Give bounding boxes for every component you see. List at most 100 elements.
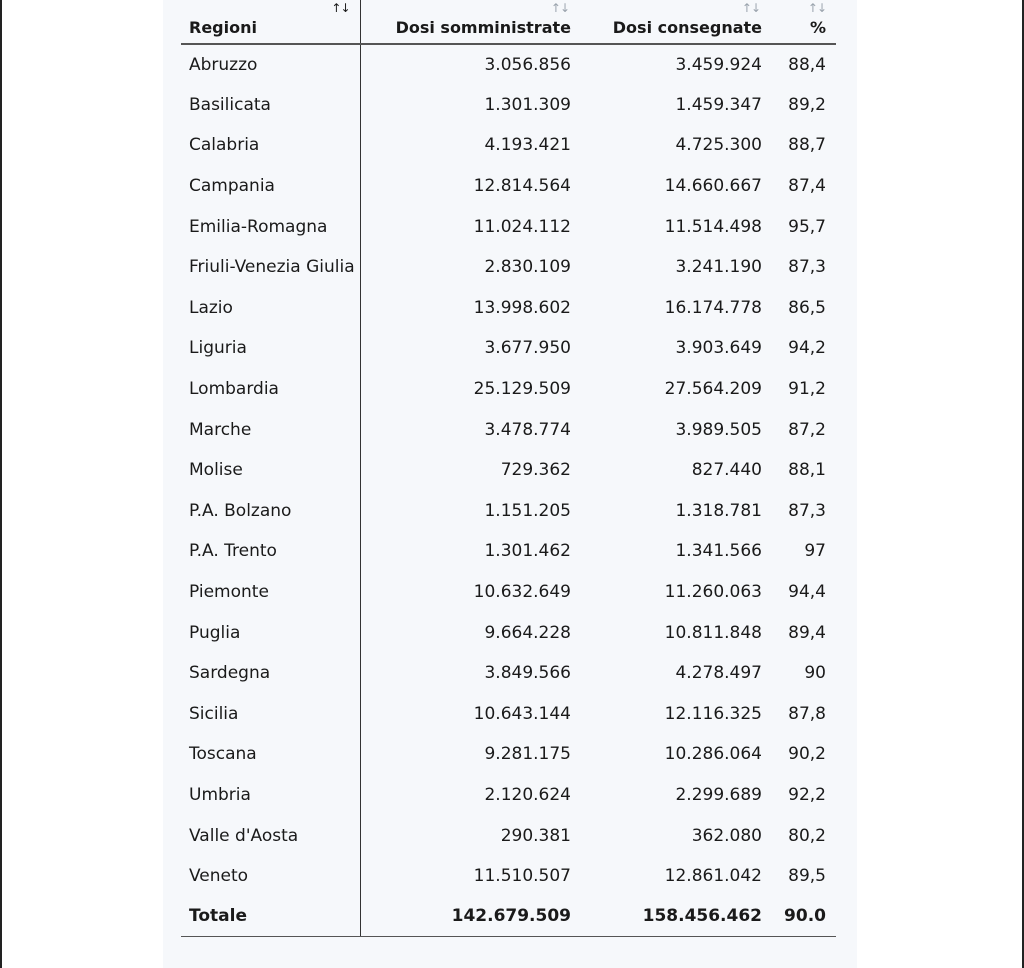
cell-administered: 3.677.950: [484, 338, 571, 359]
cell-delivered: 1.459.347: [675, 94, 762, 115]
cell-percent: 90: [804, 663, 826, 684]
cell-administered: 9.664.228: [484, 622, 571, 643]
column-header-percent[interactable]: ↑↓ %: [770, 0, 836, 45]
sort-icon[interactable]: ↑↓: [550, 1, 570, 15]
cell-region: Toscana: [181, 734, 361, 775]
cell-percent: 90.0: [770, 896, 836, 937]
table-row: Molise 729.362 827.440 88,1: [181, 449, 836, 491]
cell-percent: 88,1: [788, 460, 826, 481]
cell-delivered: 158.456.462: [579, 896, 770, 937]
cell-delivered: 1.318.781: [675, 500, 762, 521]
column-header-dosi-somministrate[interactable]: ↑↓ Dosi somministrate: [360, 0, 579, 45]
cell-percent: 88,4: [788, 54, 826, 75]
cell-percent: 87,2: [788, 419, 826, 440]
cell-percent: 87,8: [788, 703, 826, 724]
cell-region: Friuli-Venezia Giulia: [181, 246, 361, 288]
table-row: Marche 3.478.774 3.989.505 87,2: [181, 409, 836, 450]
cell-administered: 3.849.566: [484, 663, 571, 684]
cell-delivered: 10.286.064: [664, 744, 762, 765]
cell-delivered: 362.080: [691, 825, 762, 846]
column-header-label: Regioni: [189, 18, 257, 37]
cell-administered: 1.301.309: [484, 94, 571, 115]
cell-administered: 12.814.564: [473, 176, 571, 197]
cell-region: P.A. Trento: [181, 531, 361, 572]
cell-percent: 91,2: [788, 379, 826, 400]
cell-percent: 89,5: [788, 866, 826, 887]
cell-administered: 13.998.602: [473, 297, 571, 318]
cell-administered: 729.362: [500, 460, 571, 481]
column-header-label: Dosi somministrate: [395, 18, 571, 37]
cell-delivered: 14.660.667: [664, 176, 762, 197]
cell-delivered: 3.241.190: [675, 257, 762, 278]
cell-percent: 89,4: [788, 622, 826, 643]
table-row: P.A. Trento 1.301.462 1.341.566 97: [181, 531, 836, 572]
table-row: Lombardia 25.129.509 27.564.209 91,2: [181, 368, 836, 410]
cell-percent: 88,7: [788, 135, 826, 156]
cell-region: Puglia: [181, 612, 361, 653]
cell-region: P.A. Bolzano: [181, 490, 361, 532]
cell-delivered: 12.116.325: [664, 703, 762, 724]
cell-delivered: 3.903.649: [675, 338, 762, 359]
table-row: Friuli-Venezia Giulia 2.830.109 3.241.190 8…: [181, 246, 836, 288]
table-row: Calabria 4.193.421 4.725.300 88,7: [181, 125, 836, 166]
cell-delivered: 11.514.498: [664, 216, 762, 237]
cell-administered: 25.129.509: [473, 379, 571, 400]
column-header-label: %: [809, 18, 826, 37]
cell-percent: 95,7: [788, 216, 826, 237]
table-row: Valle d'Aosta 290.381 362.080 80,2: [181, 815, 836, 856]
cell-region: Campania: [181, 165, 361, 207]
cell-region: Totale: [181, 896, 361, 937]
cell-administered: 2.830.109: [484, 257, 571, 278]
cell-region: Molise: [181, 449, 361, 491]
table-row: Sardegna 3.849.566 4.278.497 90: [181, 652, 836, 694]
cell-delivered: 4.725.300: [675, 135, 762, 156]
cell-delivered: 1.341.566: [675, 541, 762, 562]
table-row: Veneto 11.510.507 12.861.042 89,5: [181, 855, 836, 897]
table-row: P.A. Bolzano 1.151.205 1.318.781 87,3: [181, 490, 836, 532]
cell-delivered: 3.459.924: [675, 54, 762, 75]
table-row: Toscana 9.281.175 10.286.064 90,2: [181, 734, 836, 775]
column-header-label: Dosi consegnate: [612, 18, 762, 37]
table-row: Liguria 3.677.950 3.903.649 94,2: [181, 328, 836, 369]
cell-administered: 4.193.421: [484, 135, 571, 156]
cell-administered: 11.510.507: [473, 866, 571, 887]
cell-percent: 87,3: [788, 500, 826, 521]
cell-administered: 1.151.205: [484, 500, 571, 521]
cell-administered: 3.478.774: [484, 419, 571, 440]
table-header-row: ↑↓ Regioni ↑↓ Dosi somministrate ↑↓ Dosi…: [181, 0, 836, 45]
cell-administered: 1.301.462: [484, 541, 571, 562]
sort-icon[interactable]: ↑↓: [741, 1, 761, 15]
sort-icon[interactable]: ↑↓: [807, 1, 827, 15]
cell-delivered: 27.564.209: [664, 379, 762, 400]
cell-delivered: 2.299.689: [675, 784, 762, 805]
cell-percent: 87,3: [788, 257, 826, 278]
sort-icon[interactable]: ↑↓: [331, 1, 350, 15]
cell-percent: 94,4: [788, 582, 826, 603]
cell-region: Veneto: [181, 855, 361, 897]
cell-percent: 97: [804, 541, 826, 562]
cell-region: Lazio: [181, 287, 361, 329]
cell-region: Abruzzo: [181, 44, 361, 85]
cell-region: Marche: [181, 409, 361, 450]
column-header-dosi-consegnate[interactable]: ↑↓ Dosi consegnate: [579, 0, 770, 45]
vaccine-doses-table: ↑↓ Regioni ↑↓ Dosi somministrate ↑↓ Dosi…: [181, 0, 836, 937]
table-row: Sicilia 10.643.144 12.116.325 87,8: [181, 693, 836, 735]
cell-administered: 142.679.509: [360, 896, 579, 937]
cell-region: Umbria: [181, 774, 361, 816]
table-row: Umbria 2.120.624 2.299.689 92,2: [181, 774, 836, 816]
cell-delivered: 4.278.497: [675, 663, 762, 684]
cell-percent: 94,2: [788, 338, 826, 359]
column-header-regioni[interactable]: ↑↓ Regioni: [181, 0, 361, 45]
cell-region: Liguria: [181, 328, 361, 369]
table-row: Emilia-Romagna 11.024.112 11.514.498 95,7: [181, 206, 836, 247]
cell-administered: 9.281.175: [484, 744, 571, 765]
cell-region: Lombardia: [181, 368, 361, 410]
cell-delivered: 827.440: [691, 460, 762, 481]
cell-administered: 2.120.624: [484, 784, 571, 805]
cell-percent: 92,2: [788, 784, 826, 805]
cell-delivered: 10.811.848: [664, 622, 762, 643]
table-row: Lazio 13.998.602 16.174.778 86,5: [181, 287, 836, 329]
table-row: Puglia 9.664.228 10.811.848 89,4: [181, 612, 836, 653]
cell-delivered: 16.174.778: [664, 297, 762, 318]
